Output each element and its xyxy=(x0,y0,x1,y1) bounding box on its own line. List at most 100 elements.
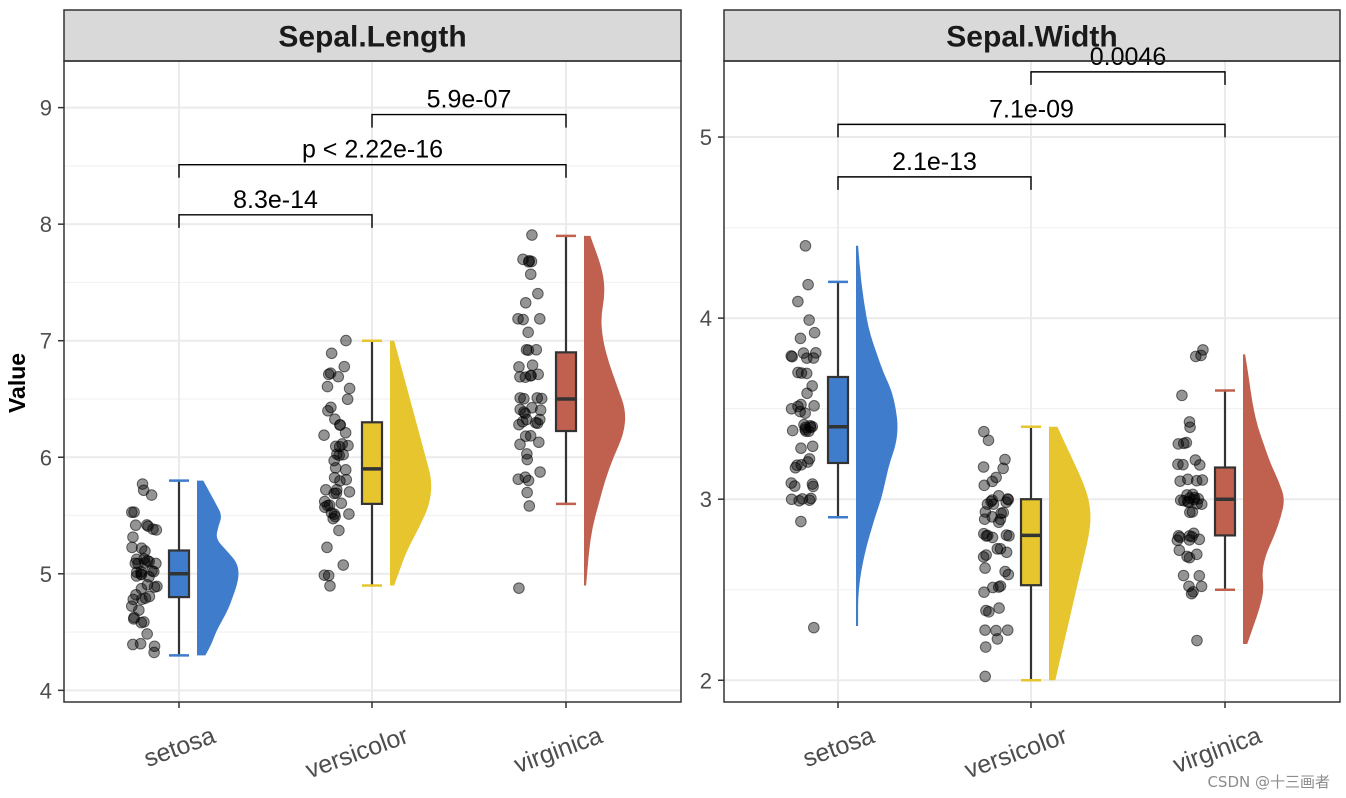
p-value-label: 2.1e-13 xyxy=(892,148,977,176)
point-setosa xyxy=(785,350,798,362)
point-versicolor xyxy=(322,569,335,582)
point-versicolor xyxy=(986,494,998,506)
strip-background xyxy=(723,9,1341,62)
density-setosa xyxy=(197,480,239,656)
point-versicolor xyxy=(978,513,991,525)
comparison-bracket xyxy=(837,123,1226,138)
point-setosa xyxy=(810,347,822,359)
point-setosa xyxy=(785,477,798,489)
point-setosa xyxy=(792,400,804,413)
point-setosa xyxy=(801,352,813,364)
comparison-bracket xyxy=(1030,71,1226,85)
point-virginica xyxy=(526,359,539,371)
point-setosa xyxy=(802,278,814,291)
point-virginica xyxy=(1176,389,1188,402)
point-setosa xyxy=(792,295,804,308)
box-versicolor xyxy=(1019,498,1043,587)
point-setosa xyxy=(135,582,148,595)
point-virginica xyxy=(535,392,548,405)
point-setosa xyxy=(803,494,816,506)
point-virginica xyxy=(1183,551,1196,564)
point-virginica xyxy=(1183,530,1196,542)
point-virginica xyxy=(522,344,535,356)
y-axis-label: Value xyxy=(4,353,30,413)
point-versicolor xyxy=(329,462,342,474)
point-virginica xyxy=(533,313,546,325)
point-setosa xyxy=(138,616,150,628)
density-setosa xyxy=(856,245,898,626)
point-versicolor xyxy=(321,499,334,512)
point-virginica xyxy=(519,296,532,309)
density-versicolor xyxy=(1049,426,1091,681)
x-tick-label: setosa xyxy=(799,721,878,773)
point-versicolor xyxy=(994,580,1007,592)
point-setosa xyxy=(799,240,812,252)
point-virginica xyxy=(1191,634,1203,647)
point-versicolor xyxy=(340,334,352,347)
point-versicolor xyxy=(321,541,333,554)
point-setosa xyxy=(136,478,149,490)
point-versicolor xyxy=(977,461,990,473)
point-versicolor xyxy=(994,513,1007,526)
point-versicolor xyxy=(979,670,992,683)
point-setosa xyxy=(139,545,151,557)
point-virginica xyxy=(525,255,538,268)
point-setosa xyxy=(806,440,819,453)
point-versicolor xyxy=(328,454,340,467)
p-value-label: 7.1e-09 xyxy=(989,95,1074,123)
point-versicolor xyxy=(340,473,353,486)
point-virginica xyxy=(514,438,526,451)
point-versicolor xyxy=(980,549,992,561)
point-versicolor xyxy=(999,565,1011,578)
point-versicolor xyxy=(979,641,992,653)
point-virginica xyxy=(526,229,538,241)
point-setosa xyxy=(127,593,140,606)
point-setosa xyxy=(148,640,161,653)
point-setosa xyxy=(125,600,138,612)
point-virginica xyxy=(519,471,532,484)
comparison-bracket xyxy=(837,176,1032,190)
point-versicolor xyxy=(333,524,345,537)
point-versicolor xyxy=(1000,546,1013,559)
p-value-label: p < 2.22e-16 xyxy=(302,136,443,164)
point-versicolor xyxy=(335,497,348,510)
point-virginica xyxy=(1174,531,1186,544)
point-virginica xyxy=(524,370,537,382)
point-setosa xyxy=(148,581,161,593)
point-virginica xyxy=(1184,421,1196,434)
point-versicolor xyxy=(994,542,1007,555)
point-virginica xyxy=(514,370,526,383)
point-versicolor xyxy=(343,382,356,395)
point-virginica xyxy=(513,582,525,594)
density-virginica xyxy=(584,235,626,586)
point-virginica xyxy=(521,486,533,499)
point-versicolor xyxy=(341,393,354,406)
point-virginica xyxy=(1197,344,1209,356)
x-tick-label: virginica xyxy=(510,721,606,779)
strip-title: Sepal.Length xyxy=(278,21,466,54)
panel-sepal-length: Sepal.Length 4 5 6 7 8 9 setosa versicolor virgin… xyxy=(40,9,682,784)
point-setosa xyxy=(145,489,158,501)
point-versicolor xyxy=(978,527,990,540)
point-setosa xyxy=(126,541,138,554)
point-virginica xyxy=(1194,459,1206,471)
point-versicolor xyxy=(1002,493,1015,506)
point-versicolor xyxy=(997,462,1009,475)
point-versicolor xyxy=(999,453,1011,466)
point-setosa xyxy=(127,613,140,625)
point-setosa xyxy=(126,506,138,519)
point-virginica xyxy=(1187,488,1199,501)
point-virginica xyxy=(519,430,532,442)
point-versicolor xyxy=(978,586,990,598)
point-virginica xyxy=(518,392,530,405)
point-setosa xyxy=(801,387,813,400)
point-setosa xyxy=(807,480,819,493)
point-versicolor xyxy=(991,633,1004,645)
point-virginica xyxy=(512,473,525,486)
point-virginica xyxy=(522,326,534,339)
point-setosa xyxy=(808,326,821,339)
box-versicolor xyxy=(360,421,384,505)
point-setosa xyxy=(786,424,799,437)
box-virginica xyxy=(1213,466,1237,537)
y-tick-label: 4 xyxy=(700,306,712,331)
